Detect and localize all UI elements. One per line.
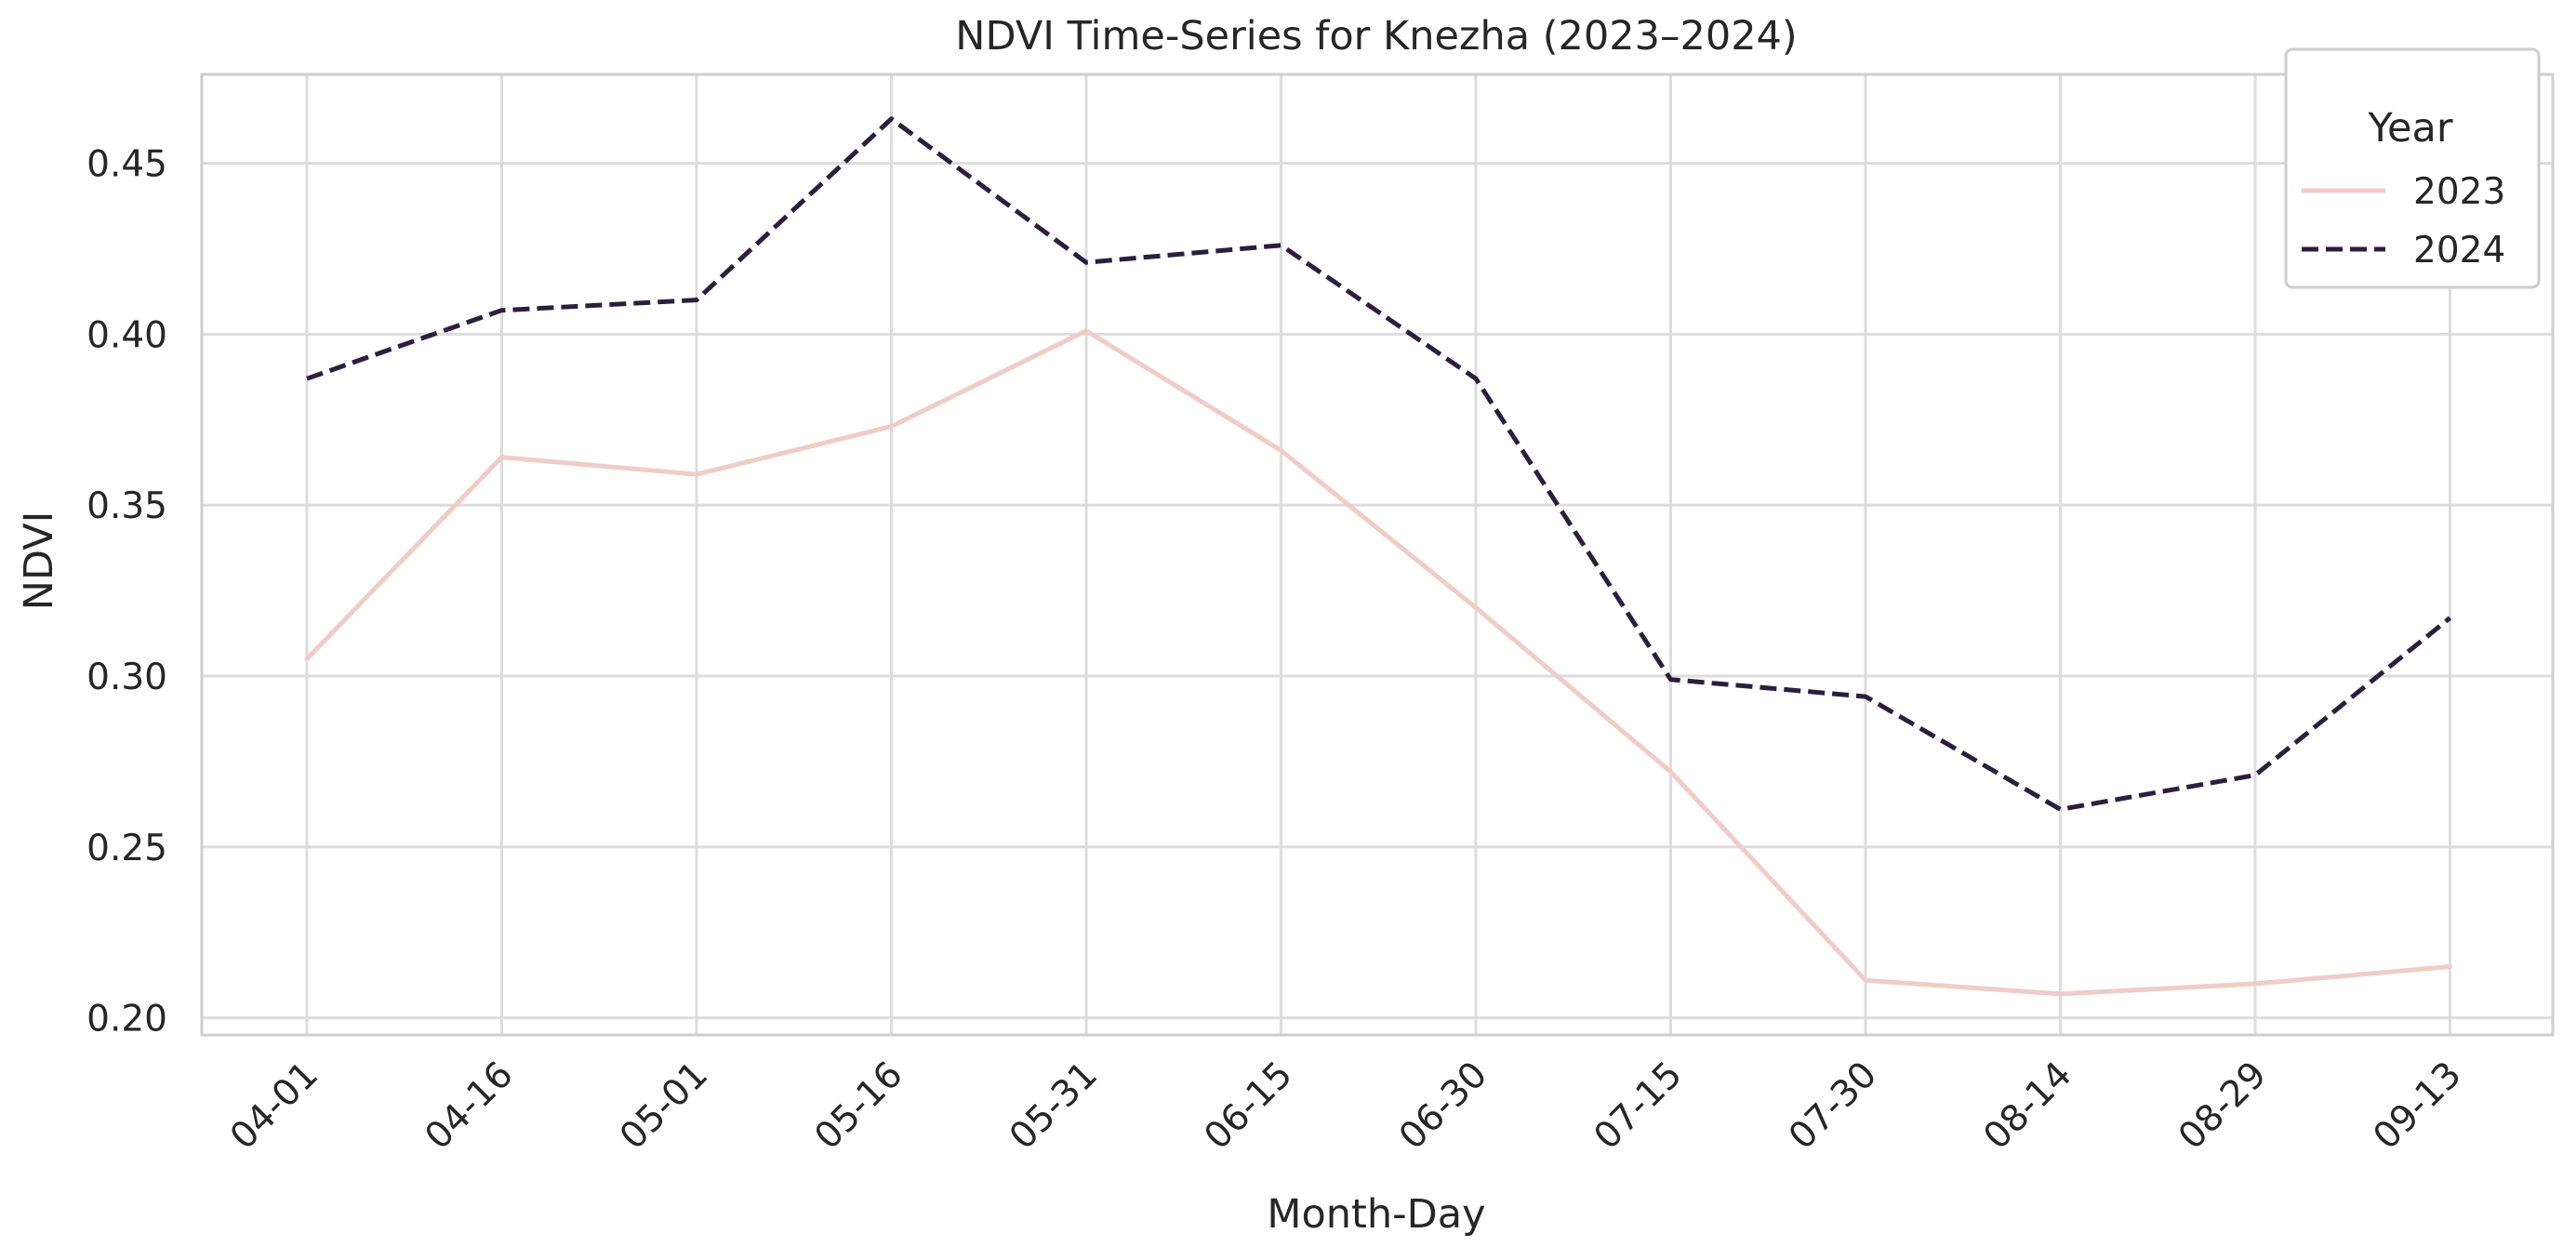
x-tick-label: 06-15 (1197, 1054, 1301, 1158)
x-tick-label: 05-31 (1002, 1054, 1106, 1158)
x-tick-label: 07-15 (1587, 1054, 1691, 1158)
plot-frame (200, 73, 2555, 1037)
grid-lines (202, 74, 2553, 1035)
chart-title: NDVI Time-Series for Knezha (2023–2024) (955, 13, 1797, 60)
legend-label: 2023 (2413, 171, 2505, 213)
x-tick-label: 09-13 (2366, 1054, 2470, 1158)
y-tick-label: 0.30 (86, 657, 167, 698)
series-lines (304, 116, 2452, 997)
y-tick-labels: 0.20 0.25 0.30 0.35 0.40 0.45 (86, 144, 167, 1041)
x-tick-label: 04-16 (418, 1054, 522, 1158)
x-tick-label: 05-16 (807, 1054, 911, 1158)
y-tick-label: 0.35 (86, 485, 167, 527)
y-axis-label: NDVI (16, 511, 62, 611)
x-tick-label: 06-30 (1391, 1054, 1495, 1158)
x-tick-label: 05-01 (612, 1054, 716, 1158)
legend-items: 2023 2024 (2302, 171, 2505, 272)
legend-label: 2024 (2413, 230, 2505, 272)
y-tick-label: 0.20 (86, 999, 167, 1041)
series-line-2023 (304, 328, 2452, 997)
x-axis-label: Month-Day (1267, 1191, 1485, 1238)
y-tick-label: 0.45 (86, 144, 167, 186)
x-tick-label: 08-29 (2171, 1054, 2275, 1158)
series-line-2024 (306, 116, 2452, 812)
legend-title: Year (2367, 105, 2452, 152)
y-tick-label: 0.40 (86, 314, 167, 356)
y-tick-label: 0.25 (86, 828, 167, 869)
x-tick-label: 04-01 (222, 1054, 326, 1158)
x-tick-labels: 04-01 04-16 05-01 05-16 05-31 06-15 06-30 07-15… (222, 1054, 2469, 1158)
legend: Year 2023 2024 (2284, 47, 2541, 289)
x-tick-label: 07-30 (1781, 1054, 1885, 1158)
x-tick-label: 08-14 (1976, 1054, 2080, 1158)
legend-box (2284, 47, 2541, 289)
